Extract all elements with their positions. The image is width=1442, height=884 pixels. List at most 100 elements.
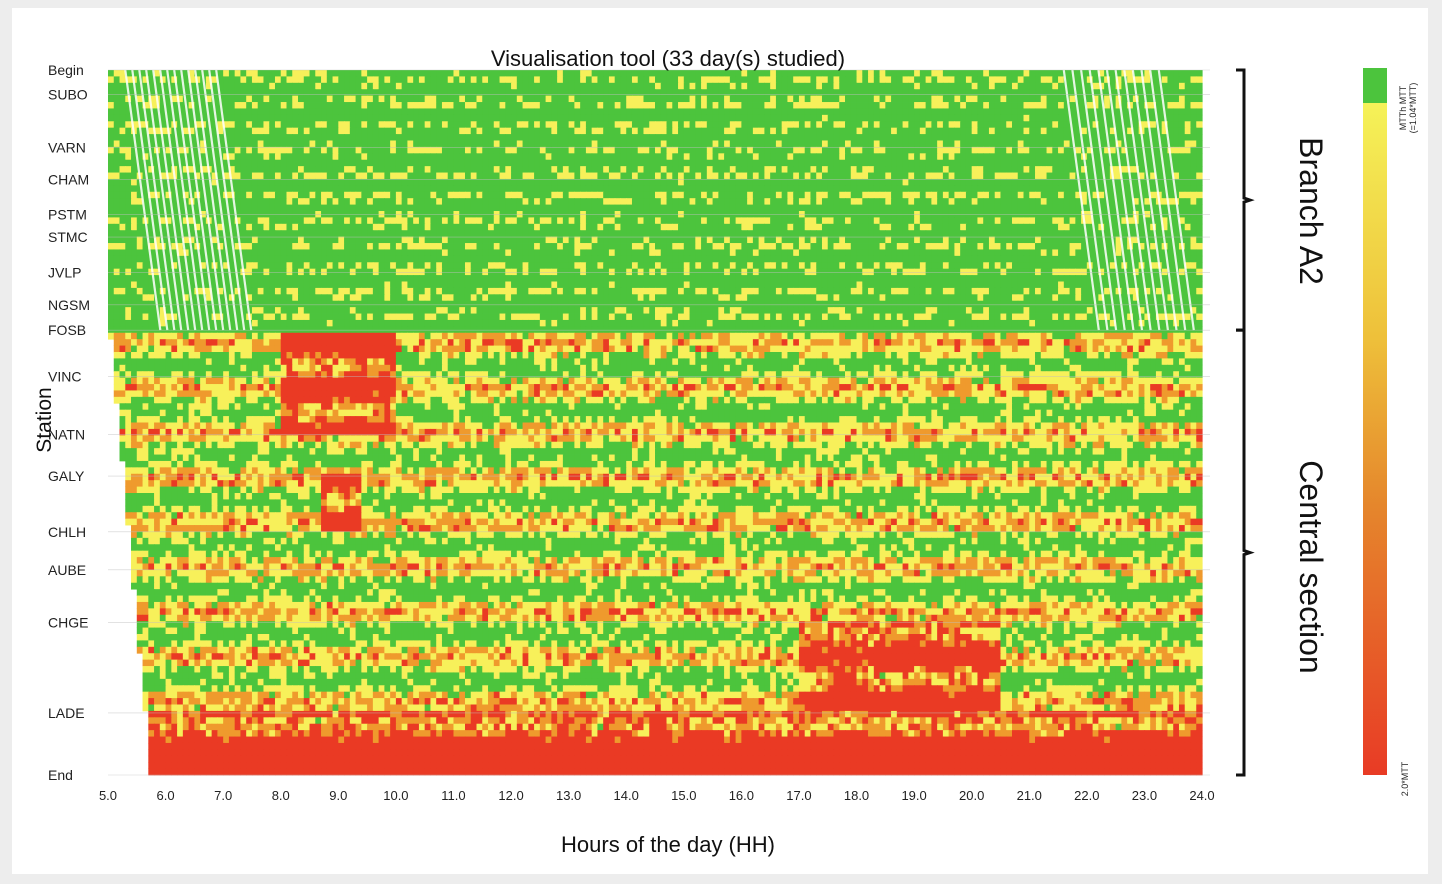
heatmap-cell: [775, 191, 783, 199]
heatmap-cell: [407, 127, 414, 135]
heatmap-cell: [683, 127, 691, 135]
heatmap-cell: [626, 166, 633, 173]
heatmap-cell: [113, 70, 121, 77]
heatmap-cell: [574, 76, 581, 84]
heatmap-cell: [608, 140, 616, 148]
heatmap-cell: [534, 95, 541, 103]
heatmap-cell: [142, 191, 149, 199]
heatmap-cell: [666, 166, 673, 173]
heatmap-cell: [729, 191, 737, 199]
heatmap-cell: [349, 172, 357, 180]
heatmap-cell: [1017, 230, 1025, 238]
heatmap-cell: [1075, 198, 1082, 205]
heatmap-cell: [660, 121, 668, 129]
heatmap-cell: [1011, 172, 1019, 180]
heatmap-cell: [234, 70, 242, 77]
heatmap-cell: [470, 108, 478, 116]
heatmap-cell: [603, 185, 610, 193]
heatmap-cell: [833, 191, 840, 199]
heatmap-cell: [171, 191, 178, 199]
heatmap-cell: [522, 121, 529, 129]
heatmap-cell: [1127, 230, 1134, 238]
heatmap-cell: [257, 95, 265, 103]
heatmap-cell: [372, 166, 380, 173]
heatmap-cell: [493, 185, 501, 193]
heatmap-cell: [655, 178, 662, 186]
heatmap-cell: [407, 204, 414, 212]
heatmap-cell: [303, 121, 311, 129]
heatmap-cell: [712, 102, 719, 109]
heatmap-cell: [136, 95, 144, 103]
heatmap-cell: [1167, 191, 1174, 199]
heatmap-cell: [660, 230, 668, 238]
heatmap-cell: [741, 102, 748, 109]
heatmap-cell: [321, 114, 328, 122]
heatmap-cell: [787, 198, 794, 205]
heatmap-cell: [689, 172, 696, 180]
heatmap-cell: [315, 159, 322, 167]
heatmap-cell: [131, 223, 138, 231]
heatmap-cell: [292, 191, 299, 199]
heatmap-cell: [407, 76, 414, 84]
heatmap-cell: [914, 191, 921, 199]
heatmap-cell: [683, 153, 691, 161]
heatmap-cell: [430, 89, 437, 97]
heatmap-cell: [401, 134, 409, 141]
heatmap-cell: [574, 185, 581, 193]
heatmap-cell: [430, 95, 437, 103]
heatmap-cell: [1052, 102, 1059, 109]
heatmap-cell: [1086, 172, 1094, 180]
heatmap-cell: [315, 76, 322, 84]
heatmap-cell: [309, 127, 316, 135]
heatmap-cell: [361, 82, 368, 90]
heatmap-cell: [1121, 178, 1128, 186]
heatmap-cell: [856, 82, 863, 90]
heatmap-cell: [188, 70, 195, 77]
heatmap-cell: [505, 146, 512, 154]
heatmap-cell: [660, 204, 668, 212]
heatmap-cell: [856, 166, 863, 173]
heatmap-cell: [459, 108, 466, 116]
heatmap-cell: [775, 140, 783, 148]
heatmap-cell: [631, 114, 639, 122]
heatmap-cell: [781, 185, 789, 193]
heatmap-cell: [683, 178, 691, 186]
heatmap-cell: [251, 178, 259, 186]
heatmap-cell: [418, 108, 426, 116]
heatmap-cell: [539, 223, 547, 231]
heatmap-cell: [499, 217, 506, 225]
heatmap-cell: [574, 198, 581, 205]
heatmap-cell: [367, 191, 374, 199]
heatmap-cell: [689, 108, 696, 116]
heatmap-cell: [942, 178, 950, 186]
heatmap-cell: [303, 159, 311, 167]
heatmap-cell: [263, 76, 270, 84]
heatmap-cell: [1144, 198, 1151, 205]
heatmap-cell: [441, 178, 449, 186]
heatmap-cell: [309, 140, 316, 148]
heatmap-cell: [395, 217, 403, 225]
heatmap-cell: [159, 204, 167, 212]
heatmap-cell: [1011, 140, 1019, 148]
heatmap-cell: [712, 89, 719, 97]
heatmap-cell: [1161, 166, 1169, 173]
heatmap-cell: [286, 134, 293, 141]
heatmap-cell: [119, 159, 126, 167]
heatmap-cell: [303, 198, 311, 205]
heatmap-cell: [447, 114, 455, 122]
heatmap-cell: [919, 70, 927, 77]
heatmap-cell: [965, 198, 973, 205]
heatmap-cell: [1196, 76, 1203, 84]
heatmap-cell: [562, 204, 570, 212]
heatmap-cell: [188, 159, 195, 167]
heatmap-cell: [712, 172, 719, 180]
heatmap-cell: [511, 223, 518, 231]
heatmap-cell: [119, 204, 126, 212]
heatmap-cell: [643, 153, 650, 161]
heatmap-cell: [1092, 185, 1099, 193]
heatmap-cell: [1035, 166, 1042, 173]
heatmap-cell: [608, 217, 616, 225]
heatmap-cell: [1035, 172, 1042, 180]
heatmap-cell: [1178, 217, 1186, 225]
heatmap-cell: [464, 140, 472, 148]
